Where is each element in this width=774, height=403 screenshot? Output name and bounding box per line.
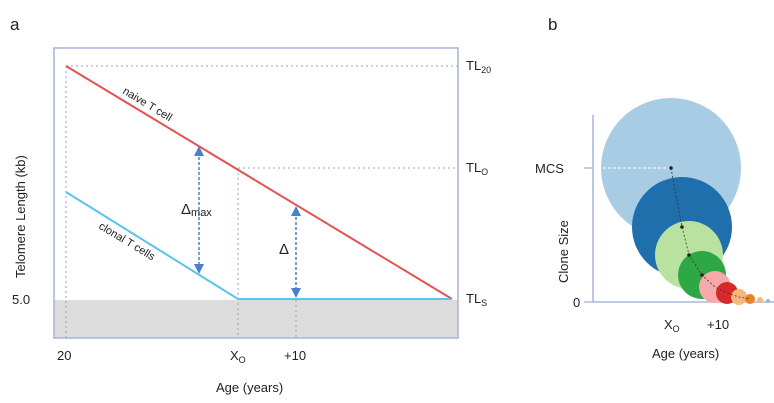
tl20-label: TL20 bbox=[466, 58, 491, 75]
x-tick-plus10: +10 bbox=[284, 348, 306, 363]
baseline-shade bbox=[54, 300, 458, 338]
y-tick-5: 5.0 bbox=[12, 292, 30, 307]
delta-arrowhead-bottom bbox=[291, 288, 301, 298]
center-dot-1 bbox=[669, 166, 673, 170]
clone-trajectory bbox=[670, 167, 751, 300]
clonal-t-cells-label: clonal T cells bbox=[96, 220, 157, 263]
delta-arrowhead-top bbox=[291, 206, 301, 216]
x-axis-label-a: Age (years) bbox=[216, 380, 283, 395]
x-tick-xo: XO bbox=[230, 348, 246, 365]
x-tick-xo-b: XO bbox=[664, 317, 680, 334]
y-axis-label-a: Telomere Length (kb) bbox=[13, 155, 28, 278]
x-axis-label-b: Age (years) bbox=[652, 346, 719, 361]
delta-max-arrowhead-top bbox=[194, 146, 204, 156]
plot-frame-a bbox=[53, 47, 459, 339]
clonal-t-cells-line bbox=[65, 191, 452, 300]
delta-max-arrowhead-bottom bbox=[194, 264, 204, 274]
center-dot-4 bbox=[700, 273, 704, 277]
x-tick-plus10-b: +10 bbox=[707, 317, 729, 332]
clone-circle-10 bbox=[766, 299, 770, 303]
panel-b-label: b bbox=[548, 15, 557, 34]
delta-label: Δ bbox=[279, 241, 289, 258]
clone-circle-8 bbox=[745, 294, 755, 304]
y-tick-mcs: MCS bbox=[535, 161, 564, 176]
tlo-label: TLO bbox=[466, 160, 488, 177]
center-dot-3 bbox=[687, 253, 691, 257]
naive-t-cell-line bbox=[65, 65, 453, 300]
clone-circle-9 bbox=[757, 297, 763, 303]
delta-max-label: Δmax bbox=[181, 201, 212, 219]
tls-label: TLS bbox=[466, 291, 487, 308]
center-dot-2 bbox=[680, 225, 684, 229]
panel-a-label: a bbox=[10, 15, 20, 34]
y-axis-label-b: Clone Size bbox=[556, 220, 571, 283]
y-tick-zero: 0 bbox=[573, 295, 580, 310]
x-tick-20: 20 bbox=[57, 348, 71, 363]
